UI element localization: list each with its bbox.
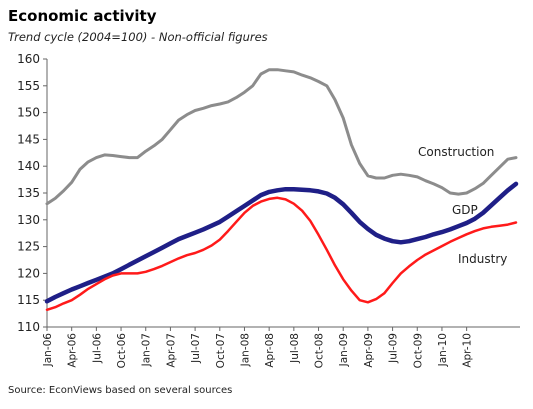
y-tick-label: 135	[17, 186, 40, 200]
y-tick-label: 125	[17, 240, 40, 254]
series-lines	[44, 68, 519, 312]
x-tick-label: Jul-08	[289, 333, 301, 364]
x-axis-ticks: Jan-06 Apr-06 Jul-06 Oct-06 Jan-07 Apr-07 Jul-…	[42, 327, 474, 368]
x-tick-label: Oct-08	[314, 333, 326, 368]
series-line-gdp	[44, 181, 519, 304]
y-tick-label: 150	[17, 106, 40, 120]
x-tick-label: Apr-10	[462, 333, 474, 368]
x-tick-label: Jan-08	[239, 333, 251, 367]
x-tick-label: Oct-07	[215, 333, 227, 368]
x-tick-label: Jan-09	[338, 333, 350, 367]
x-tick-label: Apr-06	[67, 333, 79, 368]
series-line-industry	[45, 196, 518, 312]
y-tick-label: 110	[17, 320, 40, 334]
chart-title: Economic activity	[8, 7, 157, 25]
chart-subtitle: Trend cycle (2004=100) - Non-official fi…	[8, 30, 268, 44]
series-label-industry: Industry	[458, 252, 507, 266]
x-tick-label: Apr-08	[264, 333, 276, 368]
x-tick-label: Jan-06	[42, 333, 54, 368]
series-line-construction	[45, 68, 518, 206]
x-tick-label: Jul-09	[388, 333, 400, 364]
y-tick-label: 160	[17, 52, 40, 66]
series-label-construction: Construction	[418, 145, 494, 159]
x-tick-label: Apr-07	[165, 333, 177, 368]
y-tick-label: 130	[17, 213, 40, 227]
series-label-gdp: GDP	[452, 203, 478, 217]
x-tick-label: Oct-09	[412, 333, 424, 368]
y-tick-label: 115	[17, 293, 40, 307]
series-labels: Construction GDP Industry	[418, 145, 507, 266]
x-tick-label: Jul-06	[91, 333, 103, 364]
y-axis-ticks: 110 115 120 125 130 135 140 145 150 155 160	[17, 52, 47, 334]
x-tick-label: Jul-07	[190, 333, 202, 364]
x-tick-label: Jan-10	[437, 333, 449, 367]
y-tick-label: 120	[17, 266, 40, 280]
x-tick-label: Apr-09	[363, 333, 375, 368]
y-tick-label: 140	[17, 159, 40, 173]
y-tick-label: 145	[17, 132, 40, 146]
x-tick-label: Jan-07	[141, 333, 153, 367]
chart-source: Source: EconViews based on several sourc…	[8, 385, 233, 396]
y-tick-label: 155	[17, 79, 40, 93]
x-tick-label: Oct-06	[116, 333, 128, 369]
